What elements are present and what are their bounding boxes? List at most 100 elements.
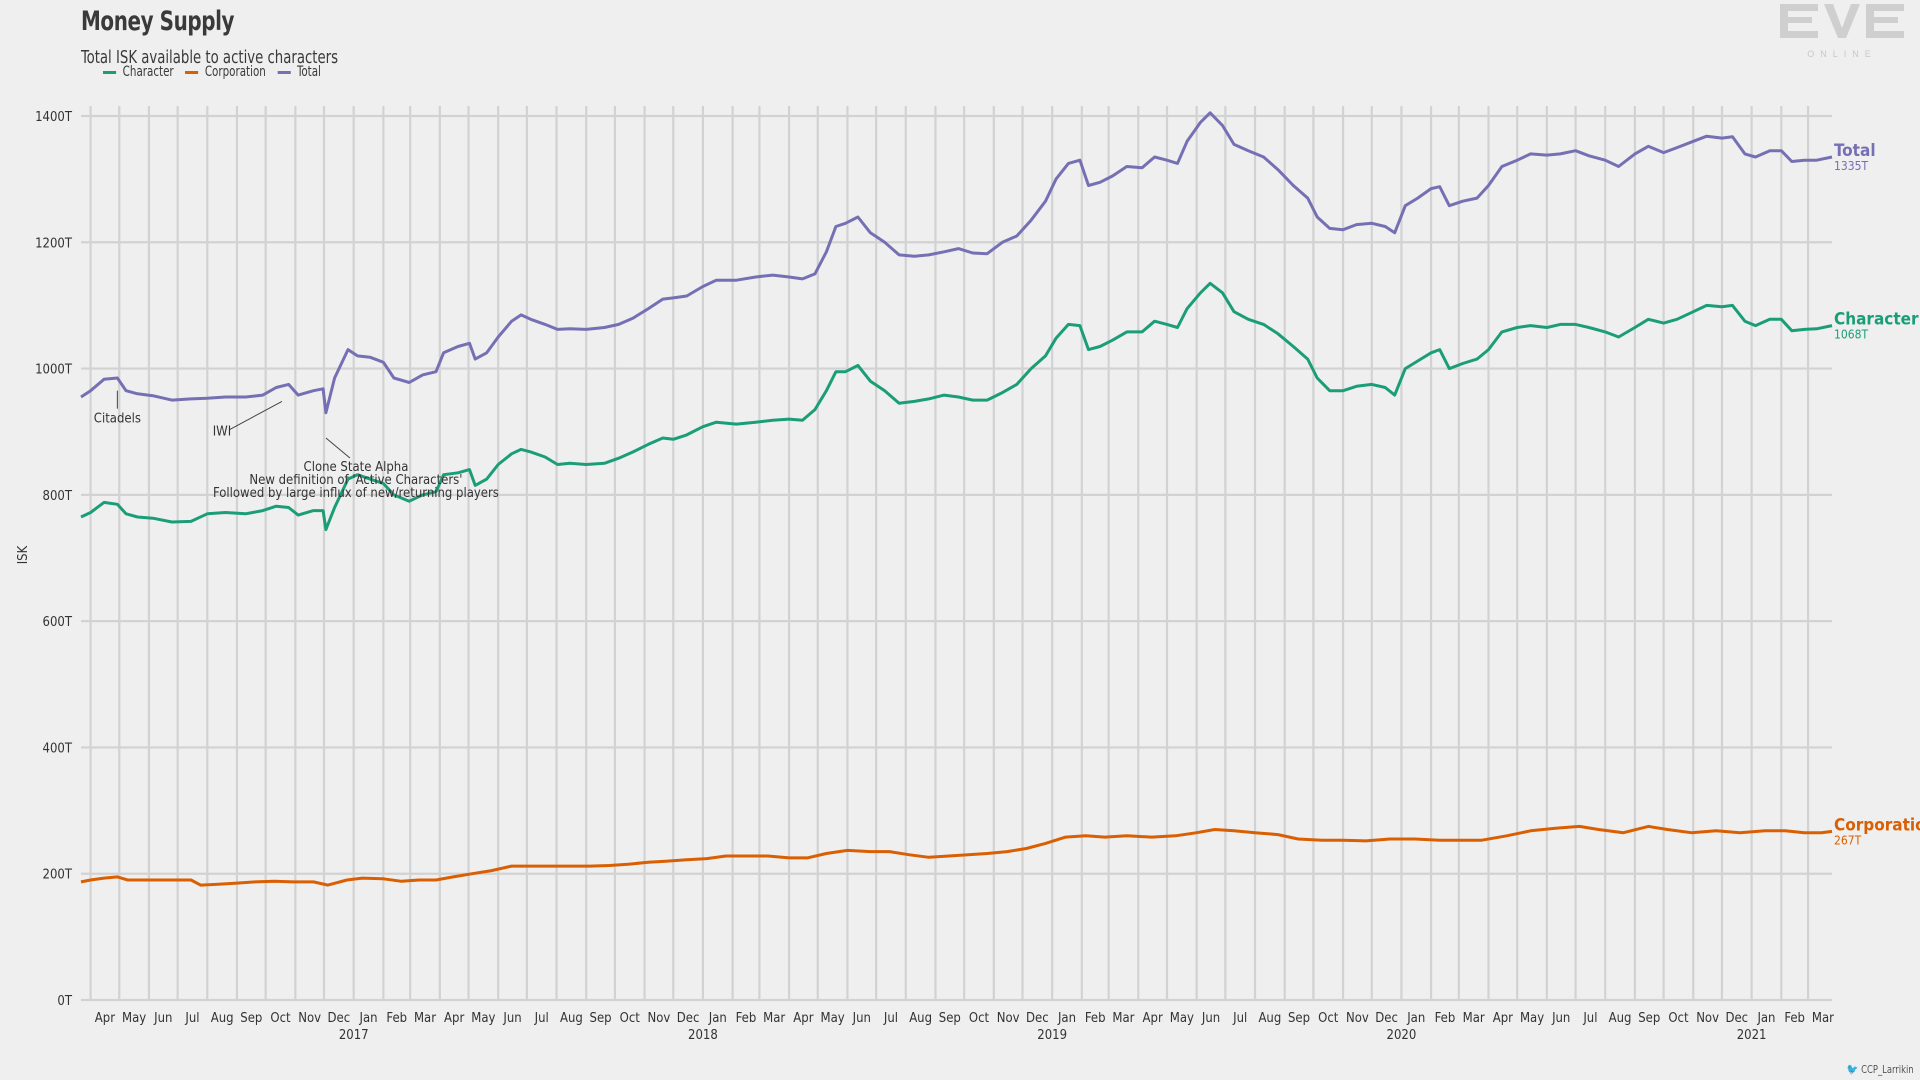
x-tick-month: May <box>471 1011 495 1026</box>
y-axis-ticks: 0T 200T 400T 600T 800T 1000T 1200T 1400T <box>35 110 73 1009</box>
x-tick-month: Jul <box>883 1011 898 1026</box>
x-tick-year: 2021 <box>1737 1028 1767 1043</box>
end-label-name-total: Total <box>1834 141 1876 161</box>
x-tick-month: Oct <box>969 1011 990 1026</box>
annotation-clone-state-alpha: Clone State Alpha <box>304 460 409 475</box>
x-tick-month: Mar <box>1112 1011 1134 1026</box>
x-tick-month: May <box>820 1011 844 1026</box>
x-tick-month: Oct <box>270 1011 291 1026</box>
x-tick-month: Feb <box>1435 1011 1456 1026</box>
x-tick-month: Nov <box>648 1011 671 1026</box>
x-tick-month: Sep <box>1288 1011 1310 1026</box>
x-tick-month: Apr <box>1493 1011 1513 1026</box>
x-tick-year: 2020 <box>1387 1028 1417 1043</box>
legend-label-character: Character <box>122 64 174 80</box>
x-tick-month: May <box>1170 1011 1194 1026</box>
x-tick-month: Aug <box>211 1011 234 1026</box>
chart-legend: Character Corporation Total <box>103 64 321 80</box>
x-tick-month: Oct <box>1668 1011 1689 1026</box>
annotation-leader <box>229 400 283 430</box>
x-tick-month: Jun <box>153 1011 172 1026</box>
legend-item-corporation: Corporation <box>185 64 266 80</box>
x-tick-month: Sep <box>939 1011 961 1026</box>
x-tick-month: Nov <box>1346 1011 1369 1026</box>
x-tick-year: 2019 <box>1037 1028 1067 1043</box>
x-tick-month: Jun <box>502 1011 521 1026</box>
x-tick-month: Feb <box>736 1011 757 1026</box>
x-tick-month: Apr <box>95 1011 115 1026</box>
end-label-value-total: 1335T <box>1834 159 1868 173</box>
chart-title: Money Supply <box>81 6 235 37</box>
end-label-value-corporation: 267T <box>1834 833 1862 847</box>
x-tick-month: May <box>1520 1011 1544 1026</box>
x-tick-month: Apr <box>444 1011 464 1026</box>
x-tick-month: Jul <box>534 1011 549 1026</box>
x-tick-month: Dec <box>677 1011 700 1026</box>
x-tick-month: Feb <box>386 1011 407 1026</box>
annotation-clone-state-alpha: Followed by large influx of new/returnin… <box>213 486 499 501</box>
y-tick-label: 1200T <box>35 236 73 251</box>
x-tick-month: Nov <box>997 1011 1020 1026</box>
legend-label-total: Total <box>297 64 321 80</box>
x-tick-month: Feb <box>1784 1011 1805 1026</box>
end-label-name-corporation: Corporation <box>1834 815 1920 835</box>
author-credit[interactable]: 🐦 CCP_Larrikin <box>1847 1063 1914 1076</box>
x-tick-month: Aug <box>1258 1011 1281 1026</box>
x-tick-month: Jan <box>359 1011 378 1026</box>
series-line-character <box>80 281 1833 532</box>
annotation-citadels: Citadels <box>94 412 141 427</box>
x-axis-ticks: Apr May Jun Jul Aug Sep Oct Nov Dec Jan Feb Mar Apr M… <box>95 1011 1834 1043</box>
x-tick-month: Jun <box>1551 1011 1570 1026</box>
x-tick-year: 2018 <box>688 1028 718 1043</box>
x-tick-month: Mar <box>763 1011 785 1026</box>
x-tick-month: Feb <box>1085 1011 1106 1026</box>
annotation-clone-state-alpha: New definition of 'Active Characters' <box>249 473 462 488</box>
x-tick-month: Jan <box>1057 1011 1076 1026</box>
x-tick-month: Dec <box>1725 1011 1748 1026</box>
end-label-name-character: Character <box>1834 310 1919 330</box>
legend-label-corporation: Corporation <box>204 64 266 80</box>
chart-series <box>80 111 1833 887</box>
y-tick-label: 400T <box>43 741 73 756</box>
x-tick-month: Aug <box>909 1011 932 1026</box>
x-tick-month: Mar <box>1812 1011 1834 1026</box>
x-tick-month: Aug <box>560 1011 583 1026</box>
x-tick-month: Apr <box>1143 1011 1163 1026</box>
x-tick-month: Mar <box>414 1011 436 1026</box>
y-tick-label: 800T <box>43 489 73 504</box>
y-tick-label: 1000T <box>35 363 73 378</box>
x-tick-month: Nov <box>298 1011 321 1026</box>
x-tick-month: Sep <box>1638 1011 1660 1026</box>
x-tick-month: Jun <box>852 1011 871 1026</box>
x-tick-month: May <box>122 1011 146 1026</box>
legend-item-total: Total <box>277 64 321 80</box>
end-label-value-character: 1068T <box>1834 328 1868 342</box>
twitter-bird-icon: 🐦 <box>1847 1063 1859 1076</box>
y-tick-label: 600T <box>43 615 73 630</box>
legend-item-character: Character <box>103 64 174 80</box>
legend-swatch-character <box>103 70 117 74</box>
annotation-leader <box>325 437 351 459</box>
series-line-total <box>80 111 1833 415</box>
y-tick-label: 0T <box>57 994 72 1009</box>
x-tick-month: Oct <box>1318 1011 1339 1026</box>
x-tick-month: Jun <box>1201 1011 1220 1026</box>
annotation-iwi: IWI <box>213 424 231 439</box>
x-tick-month: Jan <box>1756 1011 1775 1026</box>
x-tick-month: Jul <box>184 1011 199 1026</box>
x-tick-month: Jul <box>1232 1011 1247 1026</box>
series-line-corporation <box>80 824 1833 887</box>
x-tick-month: Dec <box>328 1011 351 1026</box>
x-tick-month: Jan <box>708 1011 727 1026</box>
x-tick-month: Jul <box>1582 1011 1597 1026</box>
x-tick-month: Mar <box>1463 1011 1485 1026</box>
x-tick-year: 2017 <box>339 1028 369 1043</box>
y-tick-label: 200T <box>43 868 73 883</box>
x-tick-month: Aug <box>1609 1011 1632 1026</box>
chart-subtitle: Total ISK available to active characters <box>81 47 339 68</box>
chart-grid <box>81 106 1832 1002</box>
y-axis-label: ISK <box>16 545 31 564</box>
y-tick-label: 1400T <box>35 110 73 125</box>
